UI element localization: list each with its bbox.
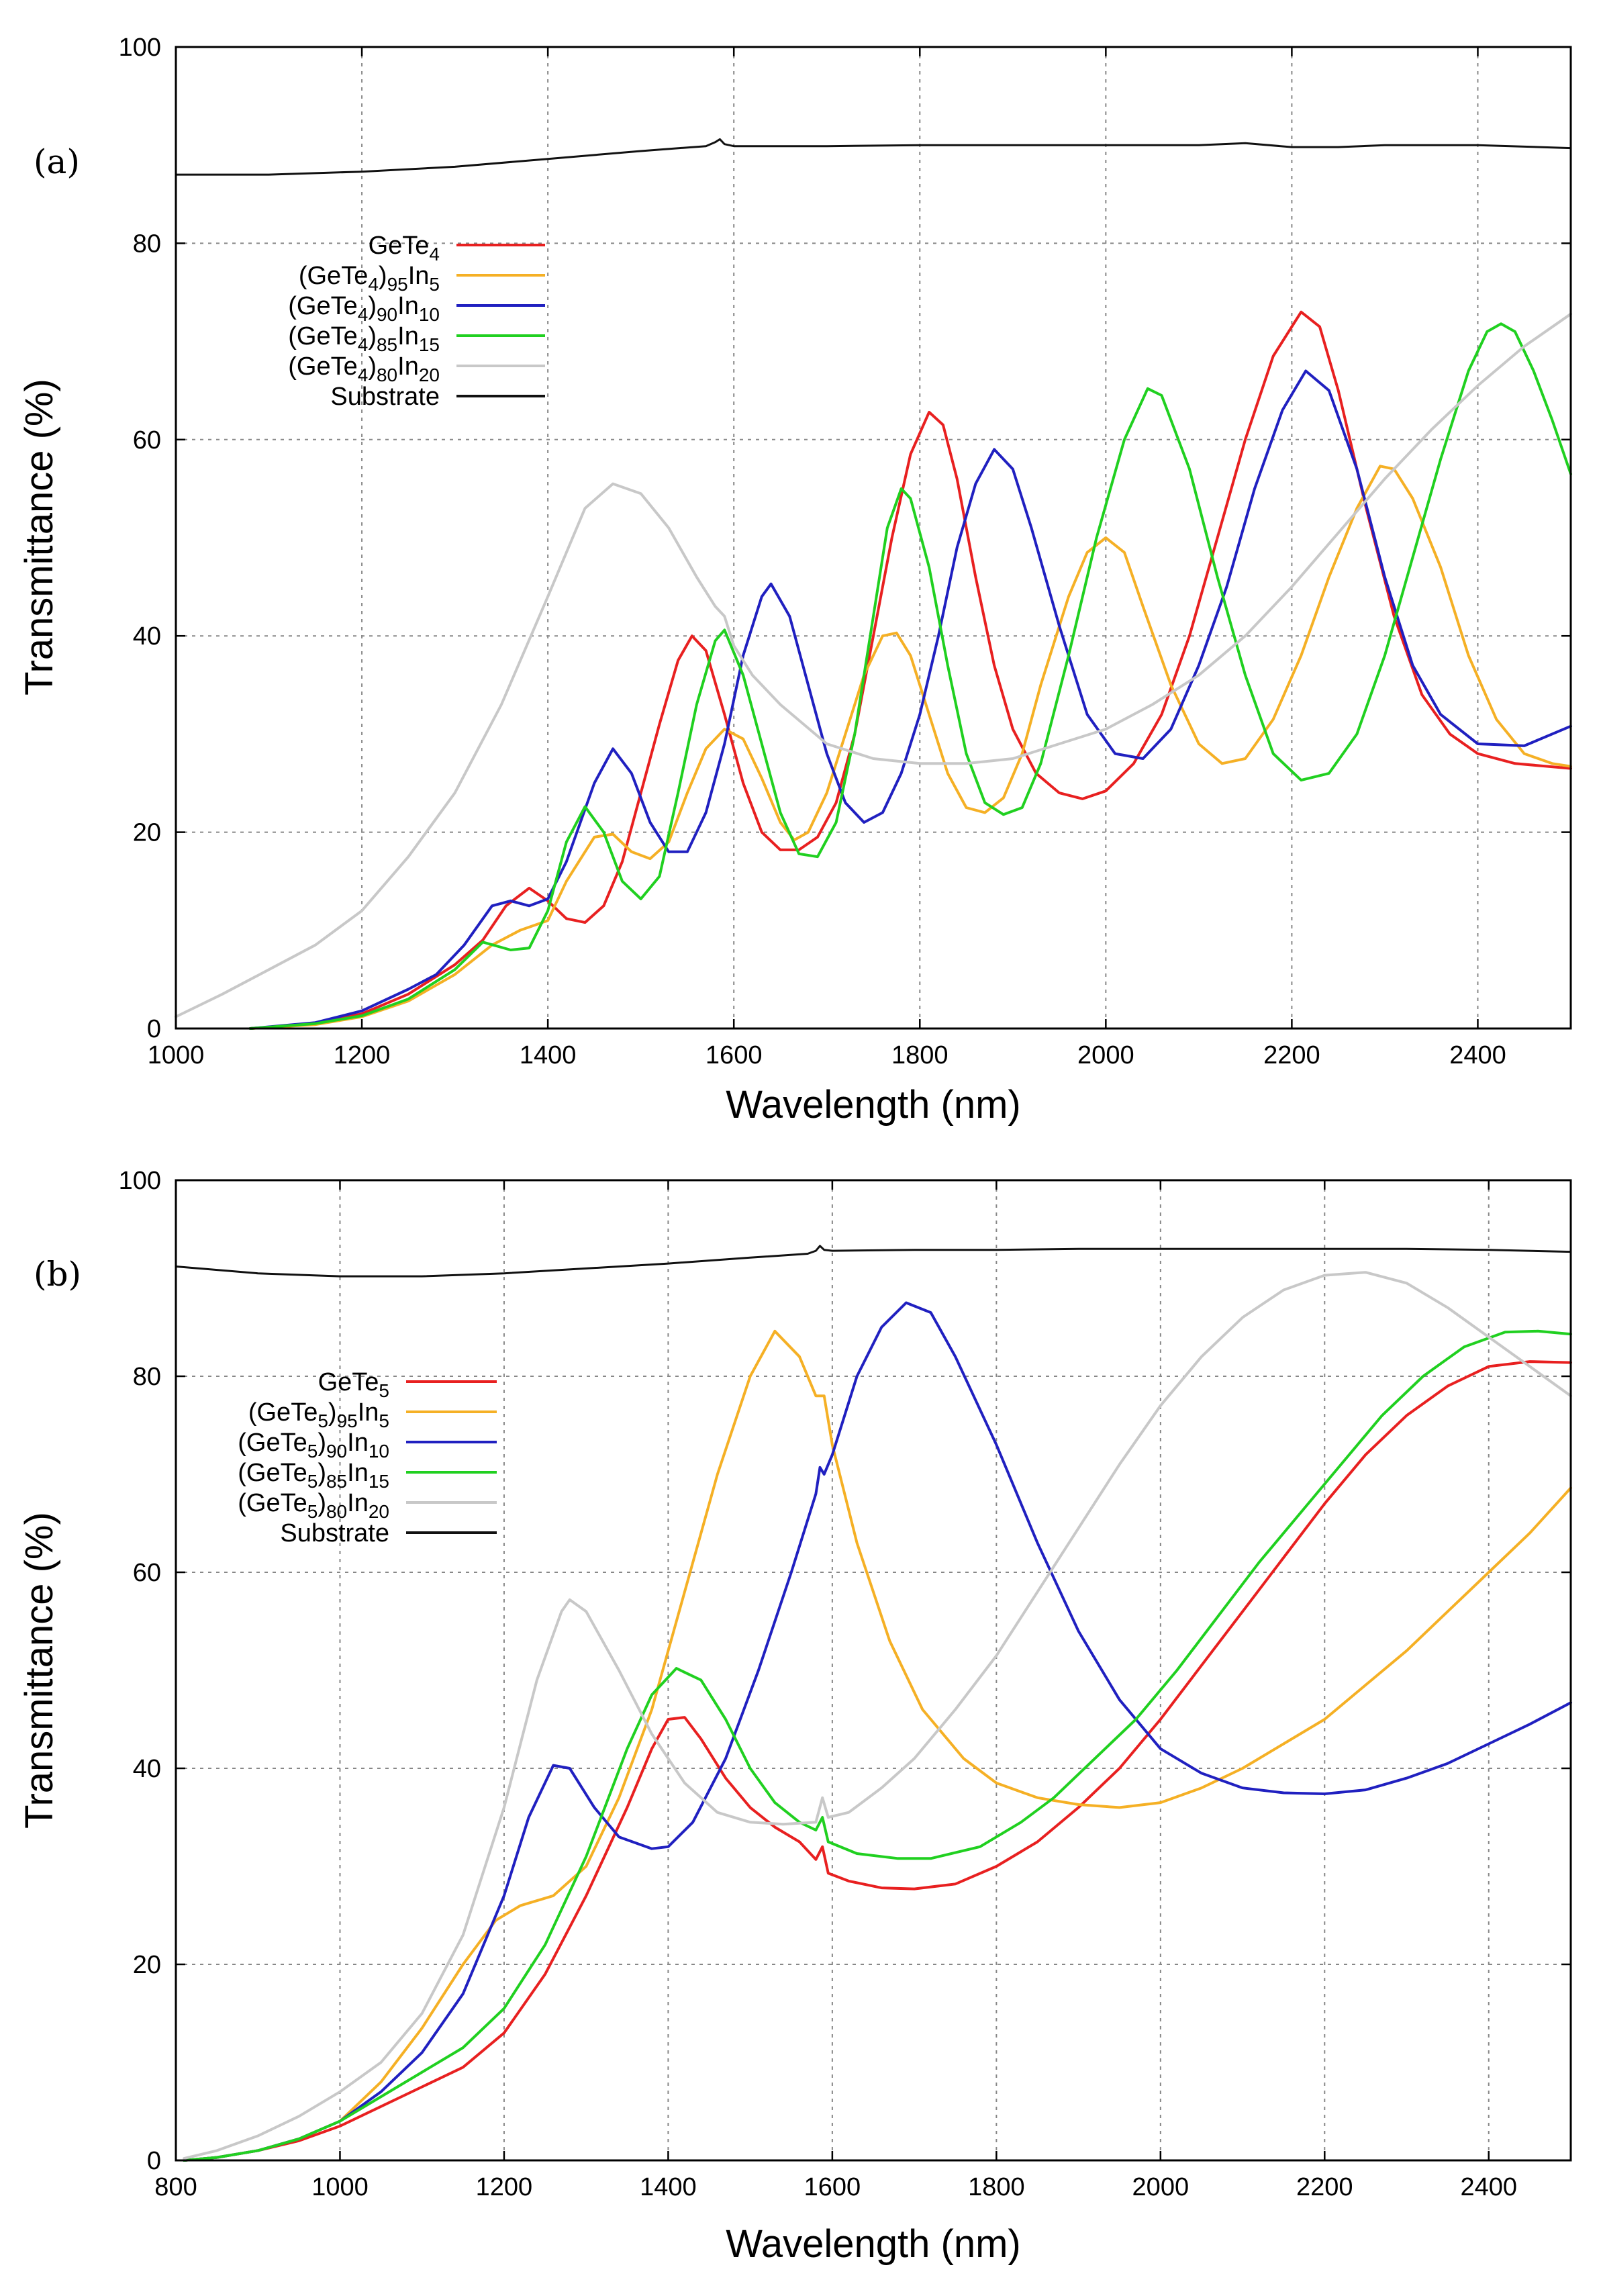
x-tick-label: 1200 xyxy=(476,2173,533,2201)
legend-label: GeTe5 xyxy=(318,1368,389,1401)
panel-label: (a) xyxy=(34,142,80,181)
chart-panel-2: 800 1000 1200 1400 1600 1800 2000 2200 2400 0 20 40… xyxy=(17,1167,1572,2266)
legend-label: (GeTe5)90In10 xyxy=(238,1429,389,1462)
y-tick-label: 20 xyxy=(133,1951,161,1979)
legend-label: GeTe4 xyxy=(369,232,440,265)
legend-label: (GeTe5)80In20 xyxy=(238,1489,389,1522)
y-axis-title: Transmittance (%) xyxy=(17,1512,61,1829)
legend: GeTe5(GeTe5)95In5(GeTe5)90In10(GeTe5)85I… xyxy=(238,1368,497,1547)
legend-label: (GeTe5)85In15 xyxy=(238,1459,389,1492)
y-tick-label: 40 xyxy=(133,1755,161,1783)
x-axis-title: Wavelength (nm) xyxy=(726,1083,1020,1127)
legend-label: (GeTe4)95In5 xyxy=(299,262,440,295)
plot-frame xyxy=(175,1179,1572,2162)
series-line-gete4-90in10 xyxy=(248,369,1572,1030)
plot-frame xyxy=(175,46,1572,1030)
y-axis-title: Transmittance (%) xyxy=(17,379,61,696)
y-tick-label: 0 xyxy=(147,2147,161,2175)
y-tick-label: 100 xyxy=(119,34,161,62)
series-line-gete5 xyxy=(183,1360,1572,2162)
series-line-gete4-85in15 xyxy=(248,322,1572,1030)
y-tick-label: 40 xyxy=(133,622,161,651)
x-tick-label: 1400 xyxy=(640,2173,697,2201)
series-line-gete5-80in20 xyxy=(183,1271,1572,2160)
x-tick-label: 1200 xyxy=(334,1041,391,1069)
y-tick-label: 20 xyxy=(133,819,161,847)
series-line-gete4-95in5 xyxy=(248,465,1572,1030)
x-axis-title: Wavelength (nm) xyxy=(726,2222,1020,2266)
x-tick-label: 1000 xyxy=(311,2173,369,2201)
panel-label: (b) xyxy=(34,1255,81,1294)
y-tick-label: 60 xyxy=(133,1559,161,1587)
legend-label: (GeTe4)90In10 xyxy=(288,292,440,325)
x-tick-label: 2200 xyxy=(1263,1041,1320,1069)
y-tick-label: 80 xyxy=(133,1363,161,1391)
x-tick-label: 2200 xyxy=(1296,2173,1353,2201)
series-line-gete5-95in5 xyxy=(183,1329,1572,2162)
legend-label: (GeTe4)80In20 xyxy=(288,352,440,385)
x-tick-label: 1000 xyxy=(148,1041,205,1069)
legend-label: Substrate xyxy=(330,383,440,411)
series-line-gete4-80in20 xyxy=(175,312,1572,1018)
x-tick-label: 1800 xyxy=(968,2173,1025,2201)
series-line-gete5-85in15 xyxy=(183,1329,1572,2162)
legend-label: (GeTe5)95In5 xyxy=(248,1398,389,1431)
series-line-substrate xyxy=(175,1245,1572,1278)
x-tick-label: 1600 xyxy=(706,1041,763,1069)
y-tick-label: 80 xyxy=(133,230,161,258)
y-tick-label: 60 xyxy=(133,426,161,455)
x-tick-label: 1800 xyxy=(891,1041,949,1069)
x-tick-label: 2000 xyxy=(1077,1041,1134,1069)
x-tick-label: 1400 xyxy=(520,1041,577,1069)
legend-label: Substrate xyxy=(280,1519,389,1547)
legend-label: (GeTe4)85In15 xyxy=(288,322,440,355)
x-tick-label: 800 xyxy=(154,2173,197,2201)
x-tick-label: 2400 xyxy=(1460,2173,1517,2201)
y-tick-label: 100 xyxy=(119,1167,161,1195)
x-tick-label: 1600 xyxy=(804,2173,861,2201)
series-line-gete5-90in10 xyxy=(183,1301,1572,2162)
x-tick-label: 2400 xyxy=(1449,1041,1506,1069)
y-tick-label: 0 xyxy=(147,1015,161,1043)
chart-panel-1: 1000 1200 1400 1600 1800 2000 2200 2400 0 20 40 60 8… xyxy=(17,34,1572,1127)
series-line-gete4 xyxy=(248,310,1572,1030)
x-tick-label: 2000 xyxy=(1132,2173,1189,2201)
legend: GeTe4(GeTe4)95In5(GeTe4)90In10(GeTe4)85I… xyxy=(288,232,545,411)
series-line-substrate xyxy=(175,138,1572,176)
